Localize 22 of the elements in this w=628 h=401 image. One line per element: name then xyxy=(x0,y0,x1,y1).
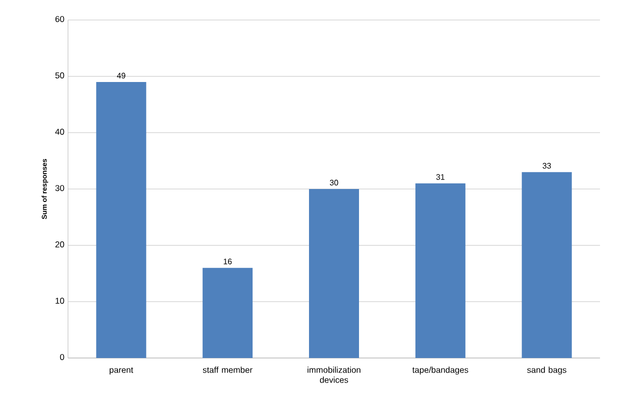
data-label: 33 xyxy=(542,162,551,169)
data-label: 30 xyxy=(330,180,338,186)
bar xyxy=(309,189,360,358)
x-tick-label: staff member xyxy=(202,366,252,373)
y-tick-label: 50 xyxy=(55,72,64,78)
y-tick-label: 10 xyxy=(56,298,64,304)
y-tick-label: 30 xyxy=(55,185,64,192)
bar xyxy=(96,82,146,358)
x-tick-label: parent xyxy=(110,367,134,375)
bar xyxy=(202,268,253,358)
bar xyxy=(522,172,572,358)
x-tick-label: immobilization devices xyxy=(308,366,360,383)
y-tick-label: 20 xyxy=(55,241,64,248)
data-label: 16 xyxy=(224,258,232,264)
y-tick-label: 0 xyxy=(60,354,64,360)
y-tick-label: 60 xyxy=(55,16,64,22)
y-tick-label: 40 xyxy=(55,128,64,135)
bar xyxy=(415,183,466,358)
x-tick-label: sand bags xyxy=(527,366,566,375)
x-tick-label: tape/bandages xyxy=(412,366,468,375)
data-label: 31 xyxy=(436,174,444,180)
data-label: 49 xyxy=(116,72,126,78)
